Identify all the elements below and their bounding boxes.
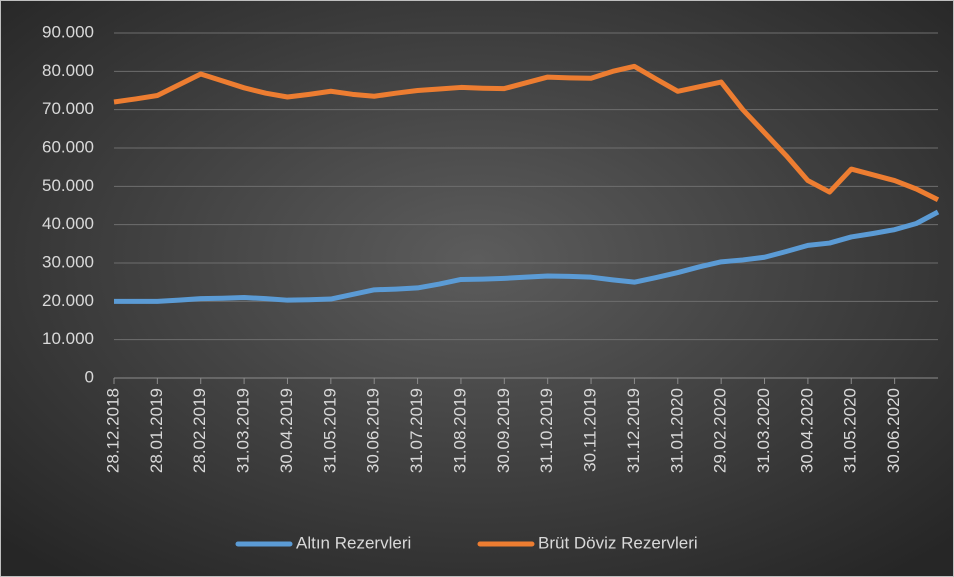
series-line [114,209,940,304]
legend-label: Brüt Döviz Rezervleri [538,533,698,552]
x-tick-label: 30.09.2019 [494,388,513,473]
x-tick-label: 31.05.2019 [320,388,339,473]
x-tick-label: 31.07.2019 [407,388,426,473]
y-tick-label: 40.000 [42,214,94,233]
y-tick-label: 30.000 [42,252,94,271]
x-tick-label: 28.02.2019 [190,388,209,473]
series-line [113,63,940,202]
x-tick-label: 31.03.2020 [754,388,773,473]
y-tick-label: 50.000 [42,176,94,195]
x-tick-label: 30.06.2020 [884,388,903,473]
y-tick-label: 10.000 [42,329,94,348]
x-tick-label: 31.05.2020 [841,388,860,473]
x-tick-label: 31.03.2019 [234,388,253,473]
x-tick-label: 31.08.2019 [450,388,469,473]
y-tick-label: 70.000 [42,99,94,118]
x-tick-label: 30.11.2019 [581,388,600,472]
x-tick-label: 30.04.2019 [277,388,296,473]
x-tick-label: 30.06.2019 [364,388,383,473]
x-tick-label: 31.10.2019 [537,388,556,473]
y-tick-label: 0 [85,367,94,386]
y-tick-label: 80.000 [42,61,94,80]
x-tick-label: 28.01.2019 [147,388,166,473]
y-tick-label: 60.000 [42,137,94,156]
x-tick-label: 31.12.2019 [624,388,643,473]
y-tick-label: 90.000 [42,22,94,41]
x-tick-label: 29.02.2020 [711,388,730,473]
x-tick-label: 28.12.2018 [103,388,122,473]
y-tick-label: 20.000 [42,291,94,310]
x-tick-label: 31.01.2020 [667,388,686,473]
legend-label: Altın Rezervleri [296,533,411,552]
x-tick-label: 30.04.2020 [797,388,816,473]
